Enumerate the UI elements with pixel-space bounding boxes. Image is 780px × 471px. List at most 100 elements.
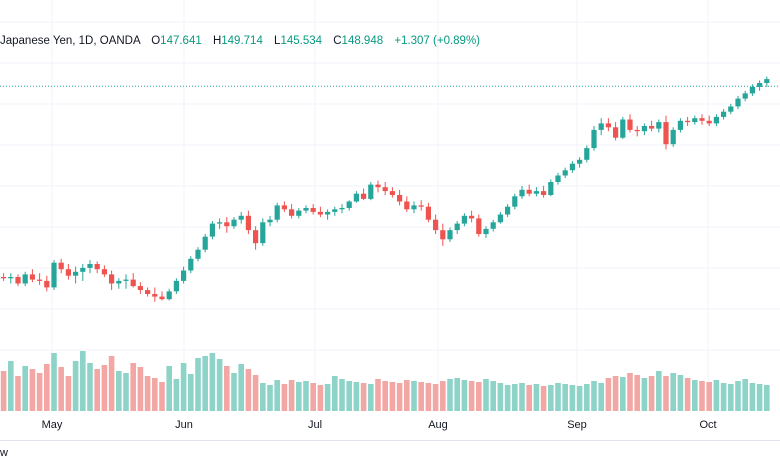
candle-body — [51, 262, 57, 288]
candle-body — [526, 189, 532, 194]
chart-footer: w — [0, 440, 780, 471]
candle-body — [490, 222, 496, 229]
candle-body — [109, 274, 115, 284]
volume-bar — [742, 379, 748, 411]
candle-body — [663, 122, 669, 145]
volume-bar — [396, 383, 403, 411]
candle-body — [80, 267, 86, 272]
volume-bar — [663, 376, 669, 411]
candle-body — [368, 184, 374, 199]
volume-bar — [260, 383, 266, 411]
candle-body — [260, 222, 266, 244]
candle-body — [721, 111, 727, 117]
volume-bar — [80, 351, 86, 411]
volume-bar — [497, 383, 504, 411]
volume-bar — [620, 377, 626, 411]
high-label: H — [212, 35, 222, 47]
candle-body — [152, 294, 158, 297]
candle-body — [656, 122, 662, 129]
candle-body — [605, 123, 611, 128]
candle-body — [699, 118, 705, 121]
volume-bar — [116, 371, 122, 411]
candle-body — [591, 129, 597, 149]
volume-bar — [389, 382, 396, 411]
volume-bar — [706, 382, 712, 411]
candle-body — [418, 205, 424, 207]
volume-bar — [188, 374, 194, 411]
volume-bar — [274, 380, 280, 411]
low-label: L — [274, 35, 281, 47]
candle-body — [469, 215, 475, 219]
candle-body — [116, 280, 122, 284]
candle-body — [339, 208, 345, 210]
volume-bar — [468, 381, 475, 411]
candle-body — [706, 120, 712, 124]
candle-body — [231, 219, 237, 227]
volume-bar — [713, 380, 720, 411]
candle-body — [447, 230, 453, 240]
volume-bar — [231, 373, 237, 411]
volume-bar — [555, 383, 561, 411]
volume-bar — [346, 381, 352, 411]
volume-bar — [360, 383, 367, 411]
volume-bar — [209, 353, 216, 411]
candle-body — [296, 210, 302, 216]
candle-body — [73, 271, 79, 276]
candle-body — [440, 230, 446, 240]
volume-bar — [476, 382, 482, 411]
price-chart[interactable]: May Jun Jul Aug Sep Oct Japanese Yen, 1D, OAN… — [0, 0, 780, 440]
candle-body — [411, 205, 417, 210]
volume-bar — [483, 379, 489, 411]
candle-body — [123, 279, 129, 281]
candle-body — [58, 262, 64, 270]
volume-bar — [648, 376, 655, 411]
candle-body — [735, 98, 741, 107]
volume-bar — [375, 379, 381, 411]
volume-bar — [728, 384, 734, 411]
volume-bar — [562, 384, 568, 411]
chart-canvas[interactable]: May Jun Jul Aug Sep Oct — [0, 0, 780, 440]
candle-body — [8, 277, 14, 279]
volume-bar — [605, 378, 612, 411]
volume-bar — [684, 378, 691, 411]
candle-body — [310, 208, 316, 212]
candle-body — [620, 119, 626, 138]
volume-bar — [353, 382, 360, 411]
candle-body — [555, 175, 561, 182]
volume-bar — [216, 359, 223, 411]
volume-bar — [656, 371, 662, 411]
candle-body — [613, 127, 619, 138]
volume-bar — [526, 385, 532, 411]
candle-body — [670, 129, 676, 145]
volume-bar — [324, 384, 331, 411]
candle-body — [483, 228, 489, 235]
volume-bar — [425, 383, 432, 411]
candle-body — [217, 222, 223, 224]
candle-body — [519, 189, 525, 197]
volume-bar — [368, 384, 374, 411]
volume-bar — [94, 369, 100, 411]
volume-bar — [519, 383, 525, 411]
volume-bar — [166, 366, 172, 411]
volume-bar — [252, 375, 259, 411]
candle-body — [584, 148, 590, 160]
volume-bar — [58, 367, 64, 411]
volume-bar — [303, 381, 309, 411]
candle-body — [267, 219, 273, 223]
candle-body — [94, 264, 100, 270]
x-tick-label: Jul — [308, 419, 322, 431]
volume-bar — [123, 373, 129, 411]
candle-body — [505, 206, 511, 215]
volume-bar — [641, 378, 648, 411]
volume-bar — [101, 365, 108, 411]
candle-body — [281, 205, 287, 210]
volume-bar — [634, 375, 640, 411]
volume-bar — [756, 384, 763, 411]
volume-bar — [202, 356, 208, 411]
candle-body — [533, 191, 539, 194]
candle-body — [461, 215, 467, 224]
candle-body — [757, 83, 763, 87]
candle-body — [677, 120, 683, 130]
candle-body — [692, 118, 698, 123]
candle-body — [224, 222, 230, 227]
